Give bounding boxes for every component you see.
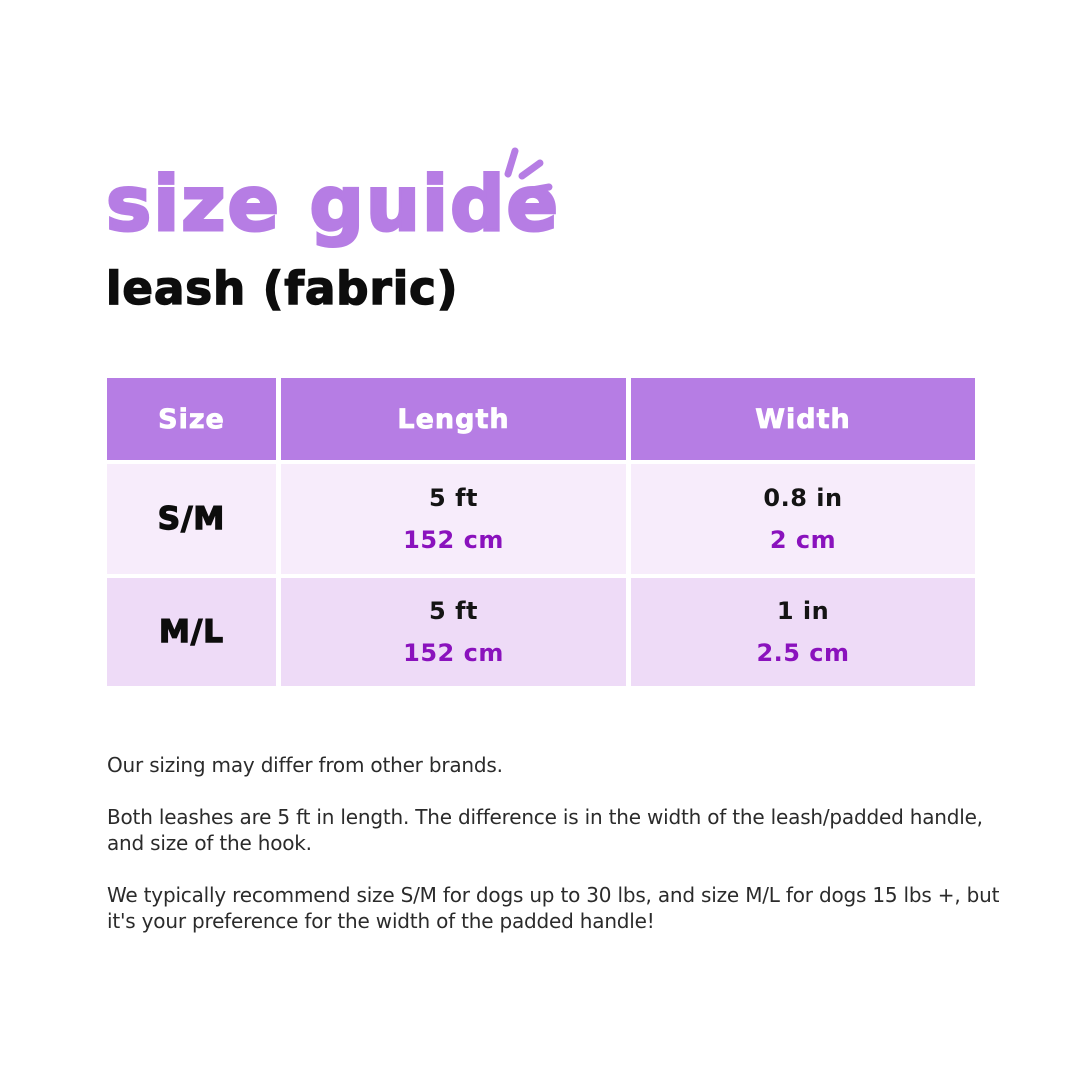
column-header-length: Length	[281, 378, 626, 460]
size-label: S/M	[157, 500, 226, 537]
width-metric: 2.5 cm	[756, 639, 850, 667]
sparkle-icon	[504, 147, 553, 196]
length-imperial: 5 ft	[429, 484, 478, 512]
length-metric: 152 cm	[403, 639, 504, 667]
size-cell-ml: M/L	[107, 578, 276, 686]
length-cell-sm: 5 ft 152 cm	[281, 464, 626, 574]
note-paragraph: We typically recommend size S/M for dogs…	[107, 882, 1007, 934]
width-metric: 2 cm	[769, 526, 837, 554]
note-line: and size of the hook.	[107, 831, 312, 855]
size-table: Size Length Width S/M 5 ft 152 cm 0.8 in…	[107, 378, 975, 686]
size-cell-sm: S/M	[107, 464, 276, 574]
note-paragraph: Both leashes are 5 ft in length. The dif…	[107, 804, 1007, 856]
page-subtitle: leash (fabric)	[105, 261, 459, 316]
sizing-notes: Our sizing may differ from other brands.…	[107, 752, 1007, 960]
note-line: Both leashes are 5 ft in length. The dif…	[107, 805, 983, 829]
length-cell-ml: 5 ft 152 cm	[281, 578, 626, 686]
width-imperial: 1 in	[776, 597, 830, 625]
note-line: it's your preference for the width of th…	[107, 909, 655, 933]
length-imperial: 5 ft	[429, 597, 478, 625]
note-paragraph: Our sizing may differ from other brands.	[107, 752, 1007, 778]
note-line: Our sizing may differ from other brands.	[107, 753, 503, 777]
length-metric: 152 cm	[403, 526, 504, 554]
size-label: M/L	[158, 613, 224, 650]
note-line: We typically recommend size S/M for dogs…	[107, 883, 1000, 907]
width-cell-ml: 1 in 2.5 cm	[631, 578, 975, 686]
width-cell-sm: 0.8 in 2 cm	[631, 464, 975, 574]
column-header-size: Size	[107, 378, 276, 460]
width-imperial: 0.8 in	[763, 484, 843, 512]
page-title: size guide	[104, 158, 561, 250]
column-header-width: Width	[631, 378, 975, 460]
